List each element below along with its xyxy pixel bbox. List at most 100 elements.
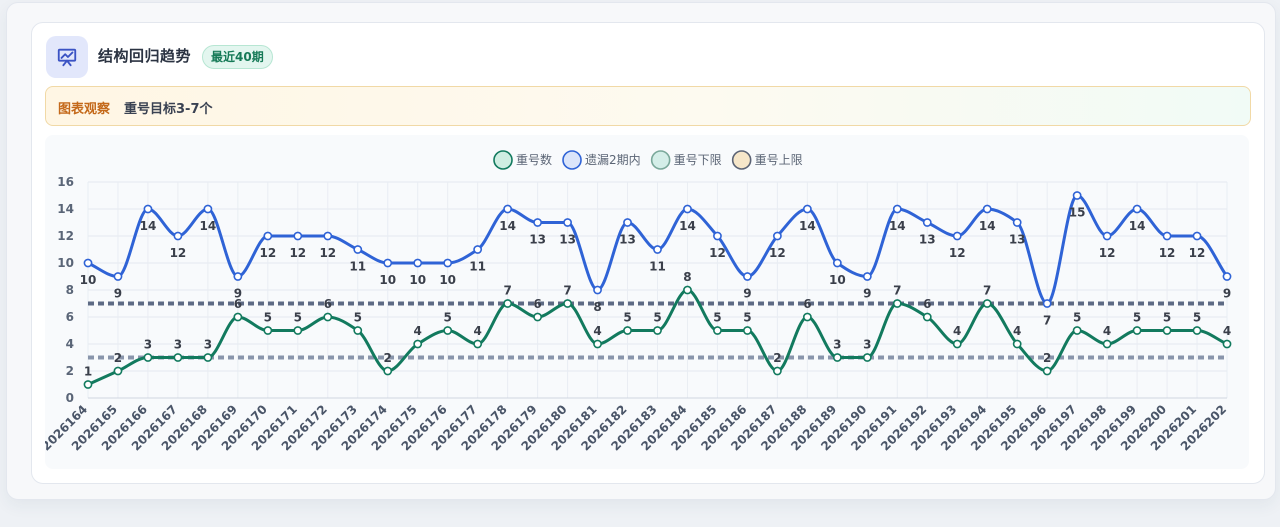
missing-2-series-point <box>952 231 962 241</box>
observation-text: 重号目标3-7个 <box>124 102 213 117</box>
missing-2-label: 8 <box>593 300 601 314</box>
legend-label: 遗漏2期内 <box>585 153 641 167</box>
repeat-count-series-point <box>113 366 123 376</box>
repeat-count-series-point <box>832 353 842 362</box>
repeat-count-label: 4 <box>593 324 601 338</box>
missing-2-label: 10 <box>379 273 396 287</box>
repeat-count-series-point <box>922 312 932 322</box>
missing-2-label: 11 <box>349 260 366 274</box>
missing-2-series-point <box>413 258 423 268</box>
missing-2-series-point <box>203 204 213 214</box>
repeat-count-series-point <box>982 299 992 308</box>
missing-2-label: 10 <box>80 273 97 287</box>
legend-swatch <box>562 150 582 170</box>
repeat-count-label: 3 <box>144 338 152 352</box>
missing-2-series-point <box>892 204 902 214</box>
legend-item: 重号数 <box>493 150 552 170</box>
repeat-count-label: 7 <box>893 284 901 298</box>
missing-2-label: 12 <box>259 246 276 260</box>
repeat-count-series-point <box>1192 326 1202 335</box>
repeat-count-series-point <box>383 366 393 376</box>
missing-2-label: 15 <box>1069 206 1086 220</box>
missing-2-label: 12 <box>289 246 306 260</box>
repeat-count-label: 5 <box>1163 311 1171 325</box>
repeat-count-series-point <box>293 326 303 335</box>
repeat-count-label: 4 <box>473 324 481 338</box>
missing-2-label: 9 <box>234 287 242 301</box>
x-axis-ticks: 2026164202616520261662026167202616820261… <box>45 402 1229 453</box>
missing-2-label: 13 <box>1009 233 1026 247</box>
y-tick-label: 8 <box>66 283 74 297</box>
missing-2-series-point <box>1132 204 1142 214</box>
trend-card: 结构回归趋势 最近40期 图表观察 重号目标3-7个 重号数 遗漏2期内 重号下限重… <box>31 22 1265 484</box>
missing-2-series-point <box>143 204 153 214</box>
missing-2-series-point <box>653 245 662 254</box>
repeat-count-label: 2 <box>773 351 781 365</box>
repeat-count-label: 4 <box>1013 324 1021 338</box>
missing-2-label: 9 <box>743 287 751 301</box>
missing-2-label: 12 <box>1189 246 1206 260</box>
repeat-count-series-point <box>323 312 333 322</box>
repeat-count-series-point <box>952 339 962 349</box>
missing-2-label: 12 <box>1159 246 1176 260</box>
missing-2-label: 11 <box>469 260 486 274</box>
repeat-count-series-point <box>683 285 692 295</box>
missing-2-series-point <box>533 218 543 227</box>
y-tick-label: 14 <box>57 202 74 216</box>
missing-2-label: 13 <box>919 233 936 247</box>
missing-2-series-point <box>173 231 183 241</box>
missing-2-series-point <box>713 231 722 241</box>
repeat-count-series-point <box>533 312 543 322</box>
repeat-count-series-point <box>203 353 213 362</box>
repeat-count-series-point <box>713 326 722 335</box>
repeat-count-series-point <box>443 326 453 335</box>
repeat-count-series-point <box>1012 339 1022 349</box>
missing-2-series-point <box>1042 299 1052 308</box>
repeat-count-label: 3 <box>863 338 871 352</box>
repeat-count-label: 5 <box>264 311 272 325</box>
repeat-count-series-point <box>413 339 423 349</box>
missing-2-series-point <box>1192 231 1202 241</box>
missing-2-label: 12 <box>170 246 187 260</box>
missing-2-series-point <box>263 231 273 241</box>
repeat-count-label: 8 <box>683 270 691 284</box>
y-tick-label: 0 <box>66 391 74 405</box>
missing-2-label: 14 <box>200 219 217 233</box>
repeat-count-series-point <box>503 299 513 308</box>
missing-2-series-point <box>353 245 363 254</box>
repeat-count-series-point <box>1132 326 1142 335</box>
y-tick-label: 6 <box>66 310 74 324</box>
missing-2-series-point <box>1102 231 1112 241</box>
missing-2-series-point <box>1012 218 1022 227</box>
repeat-count-series-point <box>173 353 183 362</box>
y-tick-label: 12 <box>57 229 74 243</box>
missing-2-label: 12 <box>709 246 726 260</box>
missing-2-series-point <box>982 204 992 214</box>
repeat-count-label: 4 <box>1103 324 1111 338</box>
missing-2-series-point <box>772 231 782 241</box>
outer-panel: 结构回归趋势 最近40期 图表观察 重号目标3-7个 重号数 遗漏2期内 重号下限重… <box>6 2 1276 500</box>
repeat-count-label: 6 <box>234 297 242 311</box>
repeat-count-label: 4 <box>1223 324 1231 338</box>
repeat-count-series-point <box>473 339 483 349</box>
missing-2-series-point <box>1072 191 1082 200</box>
missing-2-label: 14 <box>679 219 696 233</box>
repeat-count-label: 3 <box>174 338 182 352</box>
repeat-count-series-point <box>83 380 93 389</box>
card-title: 结构回归趋势 <box>98 47 192 65</box>
missing-2-series-point <box>383 258 393 268</box>
missing-2-label: 9 <box>863 287 871 301</box>
missing-2-series-point <box>623 218 632 227</box>
legend-label: 重号数 <box>516 152 552 167</box>
repeat-count-series-point <box>143 353 153 362</box>
repeat-count-series-point <box>892 299 902 308</box>
repeat-count-series-point <box>653 326 662 335</box>
repeat-count-label: 5 <box>354 311 362 325</box>
missing-2-label: 14 <box>1129 219 1146 233</box>
legend-swatch <box>731 150 752 170</box>
repeat-count-label: 4 <box>953 324 961 338</box>
repeat-count-label: 5 <box>1193 311 1201 325</box>
y-tick-label: 16 <box>57 175 74 189</box>
chart-grid <box>87 181 1228 399</box>
